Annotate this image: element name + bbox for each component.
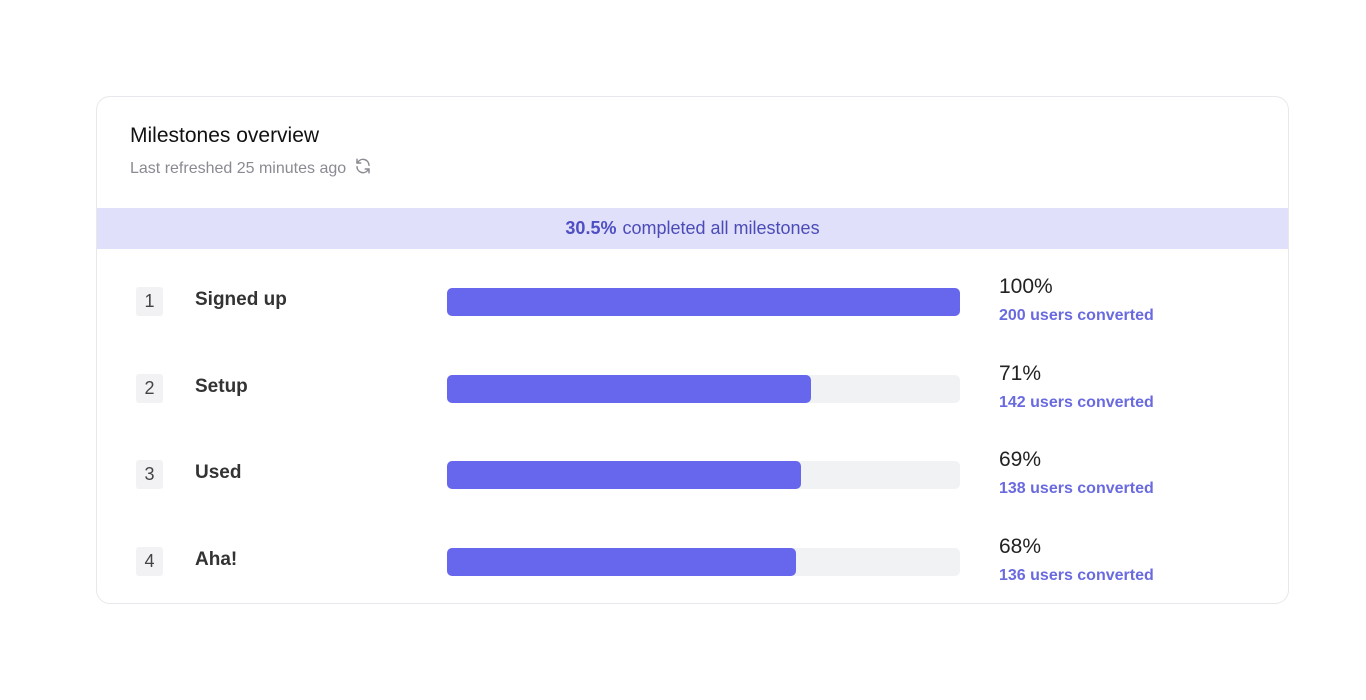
completion-percent: 30.5% (565, 218, 617, 238)
milestone-row: 1 Signed up 100% 200 users converted (97, 275, 1288, 347)
users-converted: 142 users converted (999, 394, 1154, 411)
milestone-percent: 68% (999, 535, 1042, 558)
milestone-index: 4 (136, 547, 163, 576)
progress-track (447, 375, 960, 403)
milestones-card: Milestones overview Last refreshed 25 mi… (96, 96, 1289, 604)
milestone-name: Used (195, 462, 242, 483)
milestone-row: 4 Aha! 68% 136 users converted (97, 535, 1288, 603)
last-refreshed-text: Last refreshed 25 minutes ago (130, 159, 347, 177)
progress-fill (447, 461, 801, 489)
milestone-name: Signed up (195, 289, 287, 310)
last-refreshed: Last refreshed 25 minutes ago (130, 157, 372, 180)
milestone-index: 2 (136, 374, 163, 403)
refresh-icon[interactable] (354, 157, 372, 180)
card-title: Milestones overview (130, 124, 320, 147)
progress-fill (447, 548, 796, 576)
milestone-percent: 69% (999, 448, 1042, 471)
milestone-index: 3 (136, 460, 163, 489)
milestone-percent: 71% (999, 362, 1042, 385)
completion-text: completed all milestones (622, 218, 820, 238)
users-converted: 136 users converted (999, 567, 1154, 584)
milestone-name: Setup (195, 376, 248, 397)
completion-banner: 30.5% completed all milestones (97, 208, 1288, 249)
progress-fill (447, 288, 960, 316)
milestone-name: Aha! (195, 549, 238, 570)
milestone-row: 3 Used 69% 138 users converted (97, 448, 1288, 520)
milestone-row: 2 Setup 71% 142 users converted (97, 362, 1288, 434)
progress-track (447, 461, 960, 489)
users-converted: 200 users converted (999, 307, 1154, 324)
progress-track (447, 288, 960, 316)
progress-fill (447, 375, 812, 403)
milestone-index: 1 (136, 287, 163, 316)
milestone-percent: 100% (999, 275, 1053, 298)
users-converted: 138 users converted (999, 480, 1154, 497)
progress-track (447, 548, 960, 576)
